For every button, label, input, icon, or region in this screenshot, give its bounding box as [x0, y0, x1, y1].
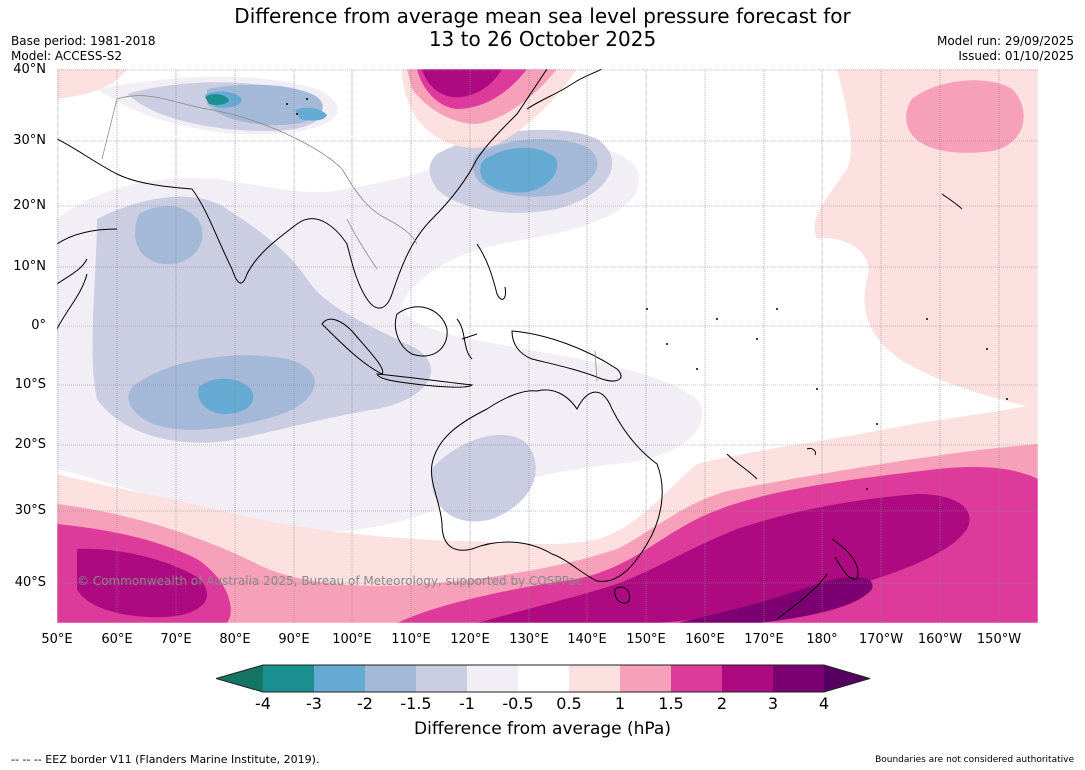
colorbar-tick: 2 [716, 694, 728, 713]
lon-label: 160°W [917, 632, 963, 647]
colorbar-tick: 4 [818, 694, 830, 713]
coast-asia [57, 69, 548, 309]
lon-label: 150°W [976, 632, 1022, 647]
contour-plus-2 [77, 69, 970, 623]
border-pakistan [101, 98, 118, 160]
lat-label-30n: 30°N [13, 133, 46, 148]
coast-arabia [57, 258, 88, 285]
lon-label: 120°E [450, 632, 490, 647]
coast-new-caledonia [726, 453, 758, 480]
coast-hawaii [941, 193, 963, 210]
pressure-anomaly-map [57, 69, 1038, 623]
lon-label: 80°E [219, 632, 251, 647]
colorbar-segment [620, 665, 671, 692]
colorbar-segment [263, 665, 314, 692]
border-himalaya [116, 95, 343, 170]
colorbar-segment [722, 665, 773, 692]
contour-minus-3 [205, 94, 229, 105]
colorbar-tick: -2 [357, 694, 373, 713]
lat-label-30s: 30°S [14, 503, 46, 518]
colorbar-tick: 0.5 [556, 694, 582, 713]
lon-label: 110°E [391, 632, 431, 647]
contour-minus-2 [198, 91, 558, 414]
coast-sulawesi [456, 318, 478, 360]
colorbar-tick: -3 [306, 694, 322, 713]
lat-label-40s: 40°S [14, 575, 46, 590]
colorbar-segment [365, 665, 416, 692]
coast-new-zealand-north [831, 538, 859, 580]
border-indochina [346, 218, 378, 270]
lon-label: 140°E [567, 632, 607, 647]
country-borders [101, 95, 598, 382]
base-period: Base period: 1981-2018 [11, 34, 156, 48]
graticule [57, 69, 1038, 623]
lat-label-20n: 20°N [13, 198, 46, 213]
lon-label: 60°E [101, 632, 133, 647]
coast-borneo [394, 306, 448, 357]
lat-label-20s: 20°S [14, 437, 46, 452]
colorbar [216, 664, 870, 693]
lon-label: 100°E [332, 632, 372, 647]
lat-label-0: 0° [31, 318, 46, 333]
lon-label: 130°E [509, 632, 549, 647]
coastlines [57, 69, 963, 620]
coast-sumatra [321, 318, 384, 375]
coast-new-guinea [511, 330, 622, 382]
coast-fiji [806, 448, 816, 456]
lat-label-40n: 40°N [13, 62, 46, 77]
colorbar-tick: -1 [459, 694, 475, 713]
lon-label: 50°E [41, 632, 73, 647]
coast-australia [430, 389, 663, 582]
lon-label: 180° [806, 632, 838, 647]
coast-new-zealand-south [776, 573, 828, 620]
boundaries-disclaimer: Boundaries are not considered authoritat… [875, 755, 1074, 765]
coast-java [376, 373, 474, 388]
coast-india-west [57, 228, 118, 245]
colorbar-tick: 3 [767, 694, 779, 713]
colorbar-tick: 1.5 [658, 694, 684, 713]
map-title-line2: 13 to 26 October 2025 [428, 27, 657, 51]
coast-philippines [476, 243, 506, 300]
colorbar-segment [773, 665, 824, 692]
colorbar-tick: -1.5 [400, 694, 432, 713]
eez-border-note: -- -- -- EEZ border V11 (Flanders Marine… [11, 753, 320, 766]
colorbar-tick: -0.5 [502, 694, 534, 713]
coast-tasmania [614, 586, 631, 604]
colorbar-segment [467, 665, 518, 692]
border-china-south [341, 168, 418, 245]
lon-label: 170°E [744, 632, 784, 647]
model-run: Model run: 29/09/2025 [936, 34, 1074, 48]
colorbar-segment [416, 665, 467, 692]
colorbar-extend-low [216, 665, 263, 692]
copyright-notice: © Commonwealth of Australia 2025, Bureau… [77, 574, 583, 588]
contour-plus-3 [677, 577, 873, 623]
lon-label: 90°E [278, 632, 310, 647]
colorbar-segment [518, 665, 569, 692]
island-dots [286, 98, 1008, 490]
map-title-line1: Difference from average mean sea level p… [234, 4, 851, 28]
issued-date: Issued: 01/10/2025 [958, 49, 1074, 63]
lon-label: 160°E [685, 632, 725, 647]
colorbar-tick: 1 [614, 694, 626, 713]
lon-label: 70°E [160, 632, 192, 647]
lat-label-10s: 10°S [14, 377, 46, 392]
border-png [594, 350, 598, 382]
lon-label: 170°W [858, 632, 904, 647]
colorbar-extend-high [824, 665, 870, 692]
model-name: Model: ACCESS-S2 [11, 49, 123, 63]
coast-africa-horn [57, 273, 88, 330]
lon-label: 150°E [626, 632, 666, 647]
colorbar-label: Difference from average (hPa) [414, 719, 671, 739]
coast-japan [526, 69, 603, 110]
colorbar-tick: -4 [255, 694, 271, 713]
colorbar-segment [314, 665, 365, 692]
lat-label-10n: 10°N [13, 259, 46, 274]
colorbar-segment [569, 665, 620, 692]
colorbar-segment [671, 665, 722, 692]
